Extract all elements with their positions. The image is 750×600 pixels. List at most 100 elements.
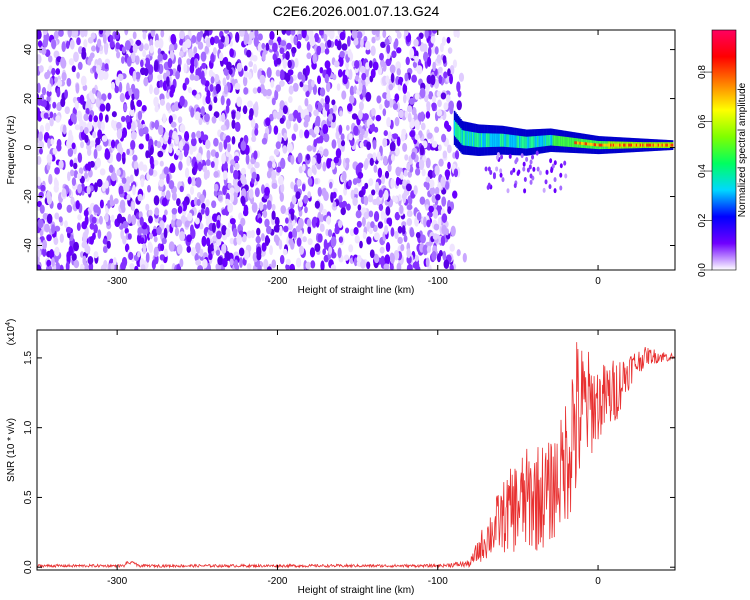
spectrogram-cell [190,107,195,118]
spectrogram-cell [276,57,282,65]
spectrogram-cell [143,67,149,77]
spectrogram-cell [480,133,483,148]
spectrogram-cell [99,168,106,176]
spectrogram-cell [392,103,399,110]
spectrogram-cell [359,141,364,149]
spectrogram-cell [229,217,236,225]
spectrogram-cell [82,255,87,266]
spectrogram-cell [253,106,259,118]
spectrogram-cell [257,42,262,53]
spectrogram-cell [277,175,284,186]
colorbar-tick-label: 0.2 [697,213,708,227]
spectrogram-cell [267,160,273,169]
spectrogram-cell [273,148,280,156]
spectrogram-cell [189,73,195,81]
spectrogram-cell [41,47,47,55]
spectrogram-cell [633,143,635,147]
spectrogram-cell [529,136,532,149]
spectrogram-cell [126,193,131,201]
spectrogram-cell [55,115,61,123]
spectrogram-cell [204,113,210,123]
spectrogram-cell [462,130,465,146]
spectrogram-cell [345,124,350,131]
spectrogram-cell [434,46,439,55]
spectrogram-cell [664,143,666,147]
spectrogram-cell [661,143,664,147]
spectrogram-cell [54,212,60,220]
spectrogram-cell [68,245,74,256]
spectrogram-cell [560,136,562,147]
spectrogram-cell [278,239,283,250]
spectrogram-cell [394,116,400,127]
spectrogram-cell [458,72,465,82]
spectrogram-cell [265,42,270,51]
spectrogram-cell [234,82,241,90]
spectrogram-cell [420,234,426,244]
spectrogram-cell [375,114,382,122]
spectrogram-cell [121,177,127,184]
spectrogram-cell [328,246,333,255]
spectrogram-cell [279,80,285,87]
spectrogram-cell [266,88,272,97]
spectrogram-cell [628,143,630,147]
spectrogram-cell [162,113,167,124]
x-tick-label: -300 [107,576,127,587]
spectrogram-cell [139,216,144,226]
spectrogram-cell [382,61,387,72]
spectrogram-cell [626,143,629,147]
spectrogram-cell [406,162,411,172]
spectrogram-cell [632,143,634,147]
spectrogram-cell [249,188,254,199]
spectrogram-cell [95,157,102,168]
spectrogram-cell [87,255,94,265]
spectrogram-cell [110,172,117,182]
spectrogram-cell [434,126,440,133]
x-tick-label: -100 [428,276,448,287]
spectrogram-cell [270,170,277,181]
spectrogram-cell [331,139,337,149]
spectrogram-cell [62,124,67,135]
spectrogram-cell [197,41,204,50]
spectrogram-cell [79,251,85,258]
spectrogram-cell [416,212,422,221]
spectrogram-cell [54,76,58,83]
spectrogram-cell [506,188,510,194]
spectrogram-cell [356,31,363,39]
spectrogram-cell [59,264,64,270]
spectrogram-cell [287,142,293,154]
spectrogram-cell [390,154,395,162]
spectrogram-cell [610,143,612,147]
spectrogram-cell [51,257,55,268]
spectrogram-cell [406,209,413,218]
spectrogram-cell [385,58,392,67]
spectrogram-cell [79,263,85,270]
spectrogram-cell [369,249,375,259]
spectrogram-cell [121,46,127,54]
spectrogram-cell [65,261,70,270]
y-tick-label: 20 [23,93,34,105]
spectrogram-cell [441,36,446,46]
spectrogram-cell [349,85,355,97]
spectrogram-cell [531,154,535,160]
spectrogram-cell [324,73,329,84]
spectrogram-cell [225,135,231,143]
spectrogram-cell [261,42,266,50]
spectrogram-cell [542,187,546,193]
spectrogram-cell [396,47,402,54]
spectrogram-cell [567,137,570,147]
spectrogram-cell [335,148,342,159]
spectrogram-cell [116,121,122,130]
spectrogram-cell [118,81,123,93]
spectrogram-cell [315,115,321,125]
spectrogram-cell [539,135,542,147]
spectrogram-cell [201,235,207,247]
spectrogram-cell [634,143,637,147]
spectrogram-cell [538,135,541,147]
spectrogram-cell [501,177,505,183]
spectrogram-cell [361,216,366,227]
spectrogram-cell [404,110,409,119]
spectrogram-cell [170,84,176,94]
spectrogram-cell [102,34,107,44]
spectrogram-cell [252,87,258,94]
spectrogram-cell [525,156,529,162]
